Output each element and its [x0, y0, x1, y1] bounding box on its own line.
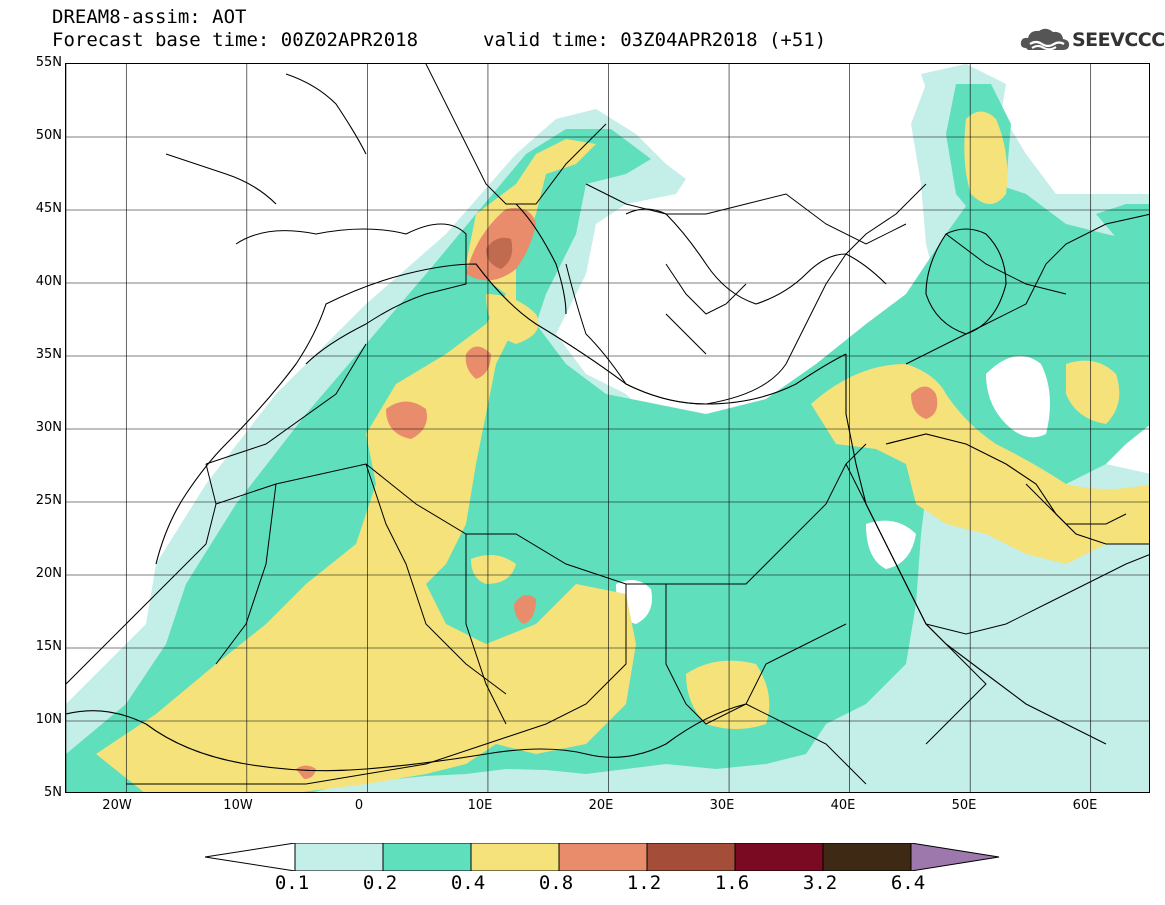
colorbar-label: 0.8 [538, 872, 574, 894]
aot-layer-1-2 [486, 237, 513, 269]
seevccc-logo: SEEVCCC [1018, 24, 1165, 56]
lat-label: 55N [35, 55, 62, 70]
lat-label: 15N [35, 639, 62, 654]
country-boundaries [66, 64, 1149, 785]
colorbar-upper-arrow [910, 843, 1000, 871]
lon-label: 60E [1072, 798, 1098, 813]
lon-label: 50E [951, 798, 977, 813]
colorbar-segment [558, 843, 648, 871]
aot-layer-0-4 [96, 111, 1149, 792]
forecast-base-time: Forecast base time: 00Z02APR2018 [52, 29, 419, 51]
lat-label: 25N [35, 493, 62, 508]
lon-label: 30E [709, 798, 735, 813]
aot-map-canvas [66, 64, 1149, 792]
colorbar-segment [822, 843, 912, 871]
map-title: DREAM8-assim: AOT [52, 6, 247, 28]
colorbar-label: 0.4 [450, 872, 486, 894]
colorbar-lower-arrow [205, 843, 296, 871]
lon-label: 10W [223, 798, 253, 813]
colorbar-label: 6.4 [890, 872, 926, 894]
lon-label: 10E [467, 798, 493, 813]
colorbar-label: 1.2 [626, 872, 662, 894]
lat-label: 30N [35, 420, 62, 435]
lon-label: 20W [102, 798, 132, 813]
colorbar-segment [470, 843, 560, 871]
colorbar-label: 0.1 [274, 872, 310, 894]
aot-colorbar [205, 843, 1000, 871]
lon-label: 0 [354, 798, 364, 813]
lat-label: 20N [35, 566, 62, 581]
logo-text: SEEVCCC [1072, 29, 1165, 51]
lat-label: 5N [44, 785, 62, 800]
map-graticule [66, 64, 1149, 792]
colorbar-segment [294, 843, 384, 871]
valid-time: valid time: 03Z04APR2018 (+51) [483, 29, 827, 51]
colorbar-segment [646, 843, 736, 871]
colorbar-label: 3.2 [802, 872, 838, 894]
cloud-icon [1020, 28, 1070, 51]
lat-label: 35N [35, 347, 62, 362]
aot-map [65, 63, 1150, 793]
lat-label: 45N [35, 201, 62, 216]
lon-label: 20E [588, 798, 614, 813]
lat-label: 40N [35, 274, 62, 289]
lat-label: 50N [35, 128, 62, 143]
lon-label: 40E [830, 798, 856, 813]
coastlines [66, 73, 1149, 772]
colorbar-label: 0.2 [362, 872, 398, 894]
lat-label: 10N [35, 712, 62, 727]
colorbar-segment [734, 843, 824, 871]
colorbar-segment [382, 843, 472, 871]
colorbar-label: 1.6 [714, 872, 750, 894]
